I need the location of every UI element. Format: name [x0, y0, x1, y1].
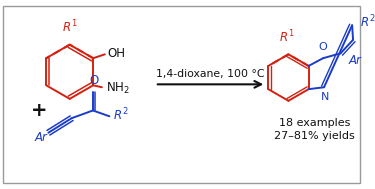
Text: $R^1$: $R^1$: [279, 29, 294, 46]
Text: $R^2$: $R^2$: [360, 14, 375, 31]
Text: OH: OH: [108, 47, 126, 60]
Text: $R^2$: $R^2$: [113, 107, 129, 124]
Text: Ar: Ar: [348, 54, 361, 67]
Text: 27–81% yields: 27–81% yields: [274, 131, 355, 141]
Text: NH$_2$: NH$_2$: [106, 81, 129, 96]
Text: O: O: [319, 42, 327, 52]
Text: O: O: [89, 74, 99, 87]
Text: 18 examples: 18 examples: [279, 118, 350, 128]
Text: 1,4-dioxane, 100 °C: 1,4-dioxane, 100 °C: [156, 70, 265, 80]
Text: $R^1$: $R^1$: [62, 18, 78, 35]
Text: Ar: Ar: [35, 131, 48, 144]
Text: N: N: [321, 92, 329, 102]
Text: +: +: [30, 101, 47, 120]
